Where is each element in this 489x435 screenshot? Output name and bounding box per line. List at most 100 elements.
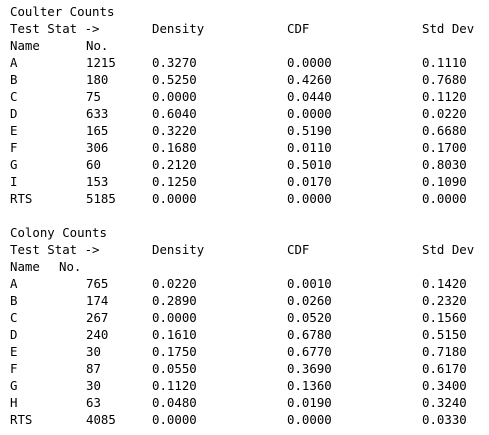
- row-count: 75: [86, 89, 101, 104]
- row-cdf: 0.5190: [287, 123, 332, 138]
- std-dev-header: Std Dev: [422, 242, 475, 257]
- name-header: Name: [10, 38, 40, 53]
- density-header: Density: [152, 242, 205, 257]
- row-std-dev: 0.7180: [422, 344, 467, 359]
- row-std-dev: 0.6680: [422, 123, 467, 138]
- row-count: 30: [86, 344, 101, 359]
- row-name: C: [10, 89, 18, 104]
- coulter-title-line: Coulter Counts: [0, 4, 114, 20]
- row-name: G: [10, 378, 18, 393]
- row-name: E: [10, 344, 18, 359]
- row-name: A: [10, 55, 18, 70]
- row-density: 0.0480: [152, 395, 197, 410]
- row-name: H: [10, 395, 18, 410]
- row-name: C: [10, 310, 18, 325]
- row-cdf: 0.0000: [287, 55, 332, 70]
- row-name: I: [10, 174, 18, 189]
- row-count: 180: [86, 72, 109, 87]
- row-cdf: 0.5010: [287, 157, 332, 172]
- row-std-dev: 0.8030: [422, 157, 467, 172]
- row-density: 0.1610: [152, 327, 197, 342]
- row-std-dev: 0.1560: [422, 310, 467, 325]
- row-count: 765: [86, 276, 109, 291]
- row-density: 0.3220: [152, 123, 197, 138]
- row-count: 5185: [86, 191, 116, 206]
- row-std-dev: 0.5150: [422, 327, 467, 342]
- row-cdf: 0.0170: [287, 174, 332, 189]
- row-name: G: [10, 157, 18, 172]
- row-cdf: 0.0000: [287, 106, 332, 121]
- row-name: D: [10, 327, 18, 342]
- row-cdf: 0.6780: [287, 327, 332, 342]
- row-name: F: [10, 140, 18, 155]
- row-cdf: 0.0440: [287, 89, 332, 104]
- row-count: 30: [86, 378, 101, 393]
- colony-subheader-row: Name No.: [0, 259, 81, 275]
- row-name: F: [10, 361, 18, 376]
- row-count: 174: [86, 293, 109, 308]
- section-title: Coulter Counts: [10, 4, 115, 19]
- row-count: 60: [86, 157, 101, 172]
- test-stat-label: Test Stat ->: [10, 242, 100, 257]
- row-density: 0.2890: [152, 293, 197, 308]
- row-count: 165: [86, 123, 109, 138]
- name-header: Name: [10, 259, 40, 274]
- row-density: 0.0000: [152, 89, 197, 104]
- row-name: B: [10, 293, 18, 308]
- row-std-dev: 0.1700: [422, 140, 467, 155]
- row-density: 0.6040: [152, 106, 197, 121]
- row-cdf: 0.6770: [287, 344, 332, 359]
- row-cdf: 0.3690: [287, 361, 332, 376]
- row-cdf: 0.0000: [287, 191, 332, 206]
- row-std-dev: 0.0220: [422, 106, 467, 121]
- row-density: 0.5250: [152, 72, 197, 87]
- colony-header-row: Test Stat -> Density CDF Std Dev: [0, 242, 474, 258]
- row-name: RTS: [10, 412, 33, 427]
- row-count: 153: [86, 174, 109, 189]
- no-header: No.: [86, 38, 109, 53]
- row-density: 0.0000: [152, 412, 197, 427]
- row-std-dev: 0.1420: [422, 276, 467, 291]
- row-std-dev: 0.0330: [422, 412, 467, 427]
- row-std-dev: 0.1090: [422, 174, 467, 189]
- row-name: B: [10, 72, 18, 87]
- row-name: RTS: [10, 191, 33, 206]
- row-std-dev: 0.0000: [422, 191, 467, 206]
- std-dev-header: Std Dev: [422, 21, 475, 36]
- row-std-dev: 0.1120: [422, 89, 467, 104]
- row-density: 0.1680: [152, 140, 197, 155]
- row-cdf: 0.0110: [287, 140, 332, 155]
- row-cdf: 0.0520: [287, 310, 332, 325]
- row-std-dev: 0.3400: [422, 378, 467, 393]
- row-density: 0.0220: [152, 276, 197, 291]
- colony-title-line: Colony Counts: [0, 225, 107, 241]
- row-std-dev: 0.1110: [422, 55, 467, 70]
- row-density: 0.1250: [152, 174, 197, 189]
- row-cdf: 0.0190: [287, 395, 332, 410]
- row-count: 4085: [86, 412, 116, 427]
- row-count: 240: [86, 327, 109, 342]
- row-count: 633: [86, 106, 109, 121]
- row-name: D: [10, 106, 18, 121]
- row-std-dev: 0.3240: [422, 395, 467, 410]
- row-density: 0.0000: [152, 310, 197, 325]
- row-density: 0.3270: [152, 55, 197, 70]
- row-cdf: 0.1360: [287, 378, 332, 393]
- row-count: 306: [86, 140, 109, 155]
- row-cdf: 0.0000: [287, 412, 332, 427]
- row-count: 87: [86, 361, 101, 376]
- row-cdf: 0.0010: [287, 276, 332, 291]
- coulter-header-row: Test Stat -> Density CDF Std Dev: [0, 21, 474, 37]
- row-density: 0.1120: [152, 378, 197, 393]
- row-density: 0.1750: [152, 344, 197, 359]
- row-std-dev: 0.2320: [422, 293, 467, 308]
- cdf-header: CDF: [287, 242, 310, 257]
- no-header: No.: [59, 259, 82, 274]
- row-std-dev: 0.7680: [422, 72, 467, 87]
- row-cdf: 0.0260: [287, 293, 332, 308]
- row-count: 1215: [86, 55, 116, 70]
- density-header: Density: [152, 21, 205, 36]
- row-name: A: [10, 276, 18, 291]
- row-cdf: 0.4260: [287, 72, 332, 87]
- row-count: 267: [86, 310, 109, 325]
